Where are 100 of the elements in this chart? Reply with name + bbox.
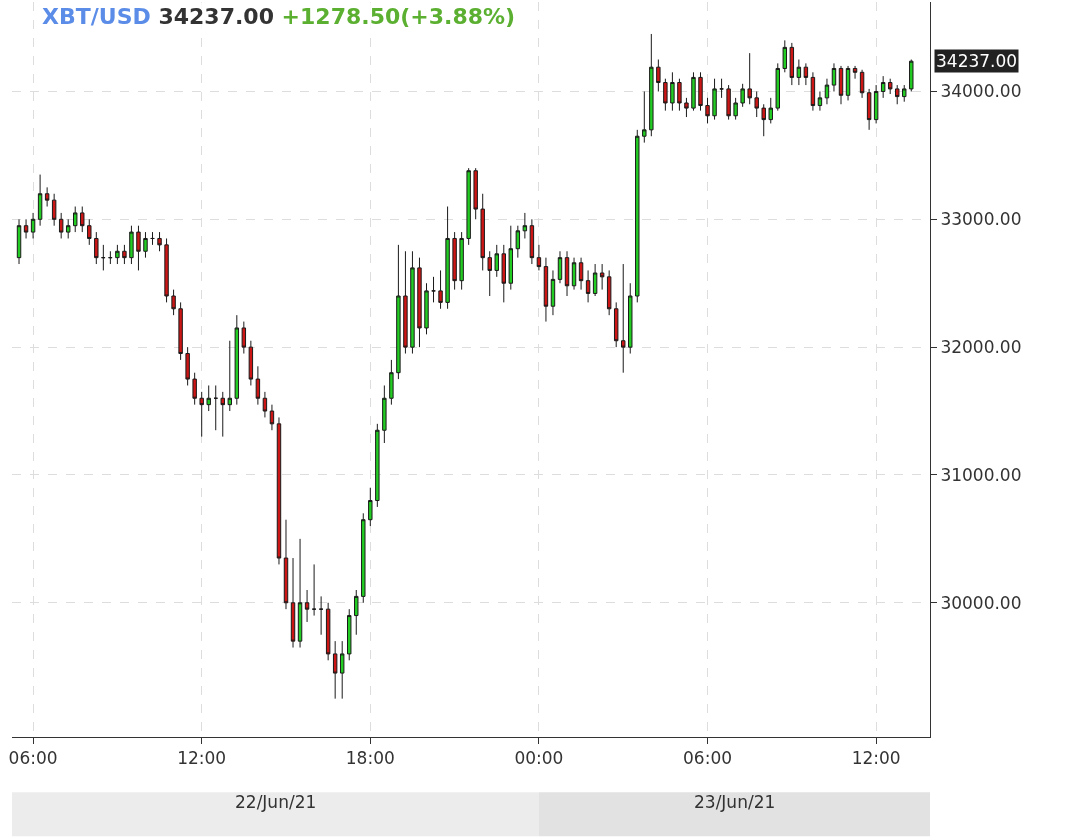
- candlestick: [902, 84, 907, 103]
- y-tick-label: 33000.00: [940, 209, 1022, 230]
- candlestick: [529, 218, 535, 265]
- candlestick: [23, 218, 29, 239]
- candlestick: [220, 391, 225, 438]
- candlestick: [747, 52, 752, 105]
- x-tick-label: 12:00: [851, 748, 901, 769]
- candlestick: [550, 269, 556, 316]
- candlestick: [684, 97, 689, 118]
- candlestick: [613, 301, 619, 348]
- candlestick: [122, 244, 127, 265]
- candlestick: [185, 346, 190, 386]
- candlestick: [354, 589, 359, 636]
- candlestick: [368, 487, 373, 527]
- candlestick: [297, 538, 303, 649]
- candlestick: [635, 129, 640, 303]
- candlestick: [403, 250, 408, 355]
- candlestick: [178, 301, 183, 361]
- candlestick: [487, 250, 492, 297]
- candlestick: [410, 250, 415, 355]
- candlestick: [494, 244, 499, 278]
- candlestick: [473, 167, 478, 220]
- x-tick-label: 06:00: [683, 748, 733, 769]
- candlestick: [873, 84, 879, 124]
- candlestick: [712, 78, 717, 121]
- candlestick: [866, 88, 872, 131]
- candlestick: [445, 206, 450, 310]
- chart-title: XBT/USD 34237.00 +1278.50(+3.88%): [42, 4, 516, 29]
- candlestick: [557, 250, 563, 284]
- candlestick: [227, 340, 233, 412]
- text: 23/Jun/21: [694, 792, 776, 812]
- candlestick: [417, 257, 422, 348]
- candlestick: [94, 231, 99, 265]
- candlestick: [396, 244, 401, 380]
- candlestick: [592, 263, 598, 297]
- candlestick: [508, 225, 514, 291]
- candlestick: [269, 404, 275, 431]
- y-tick-label: 34000.00: [940, 81, 1022, 102]
- candlestick: [606, 269, 612, 316]
- candlestick: [501, 244, 507, 303]
- candlestick: [136, 225, 141, 271]
- candlestick: [754, 90, 759, 118]
- candlestick: [80, 206, 85, 233]
- x-tick-label: 06:00: [8, 748, 58, 769]
- candlestick: [157, 231, 162, 252]
- candlestick: [824, 78, 830, 105]
- candlestick: [51, 193, 57, 227]
- candlestick: [466, 167, 471, 246]
- candlestick: [424, 282, 429, 335]
- candlestick: [332, 640, 338, 700]
- candlestick: [522, 212, 528, 239]
- candlestick: [65, 218, 71, 239]
- candlestick: [276, 416, 282, 565]
- candlestick: [16, 218, 22, 265]
- candlestick: [838, 65, 844, 105]
- candlestick: [880, 75, 886, 99]
- y-tick-label: 31000.00: [940, 464, 1022, 485]
- candlestick: [656, 59, 661, 92]
- candlestick: [452, 231, 457, 291]
- candlestick: [761, 103, 766, 137]
- candlestick: [58, 212, 64, 239]
- x-tick-label: 12:00: [177, 748, 227, 769]
- candlestick: [248, 340, 254, 386]
- candlestick: [691, 71, 696, 112]
- candlestick: [234, 314, 240, 406]
- candlestick: [585, 269, 591, 303]
- candlestick: [845, 65, 851, 101]
- candlestick: [129, 225, 134, 265]
- candlestick: [382, 384, 387, 444]
- candlestick: [304, 589, 310, 623]
- candlestick: [325, 602, 331, 661]
- candlestick: [115, 244, 120, 265]
- candlestick: [719, 78, 724, 99]
- candlestick: [87, 218, 92, 246]
- candlestick: [108, 250, 113, 265]
- candlestick: [649, 33, 654, 137]
- candlestick: [213, 384, 218, 431]
- candlestick: [621, 263, 626, 374]
- candlestick: [318, 595, 324, 636]
- candlestick: [44, 186, 50, 208]
- candlestick: [726, 84, 731, 121]
- candlestick: [164, 237, 169, 303]
- candlestick: [262, 391, 268, 418]
- candlestick: [150, 231, 155, 246]
- candlestick: [768, 97, 773, 124]
- candlestick: [438, 269, 443, 310]
- candlestick: [803, 62, 809, 86]
- x-tick-label: 18:00: [345, 748, 395, 769]
- candlestick: [810, 71, 816, 112]
- candlestick: [578, 257, 584, 291]
- candlestick: [775, 62, 780, 112]
- candlestick: [241, 321, 247, 355]
- text: 22/Jun/21: [235, 792, 317, 812]
- candlestick: [311, 563, 317, 617]
- candlestick: [698, 71, 703, 112]
- candlestick: [347, 608, 352, 661]
- candlestick: [143, 231, 148, 259]
- candlestick: [283, 519, 289, 610]
- candlestick: [852, 65, 858, 80]
- candlestick: [339, 640, 345, 700]
